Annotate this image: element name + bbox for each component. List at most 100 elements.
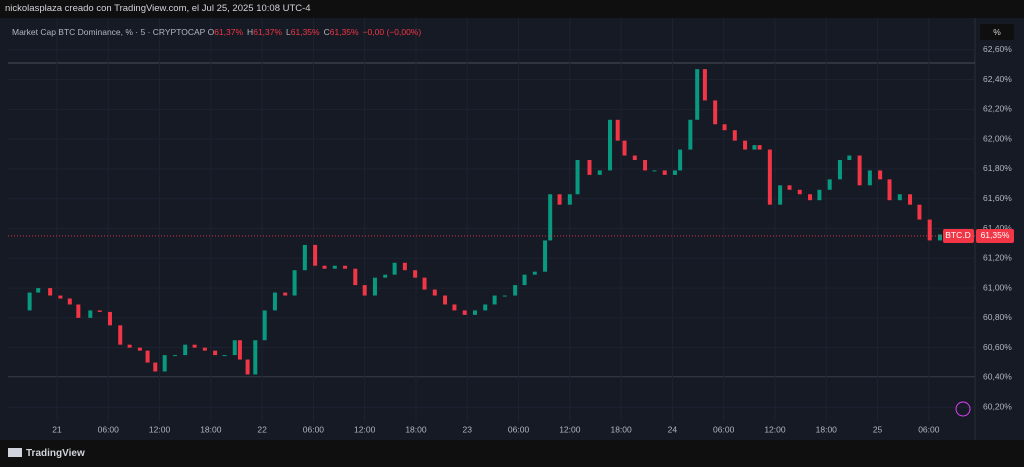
candle-body <box>492 295 497 305</box>
candle-body <box>937 234 942 241</box>
candle-body <box>313 244 318 266</box>
candle-body <box>767 149 772 205</box>
ohlc-key: L <box>286 27 291 37</box>
x-tick-label: 23 <box>463 424 473 434</box>
alert-icon[interactable] <box>955 401 971 417</box>
candle-body <box>302 244 307 271</box>
candle-body <box>392 262 397 275</box>
candle-body <box>532 271 537 275</box>
ohlc-key: O <box>207 27 215 37</box>
x-tick-label: 25 <box>873 424 883 434</box>
candle-body <box>48 288 53 296</box>
candle-body <box>548 194 553 241</box>
candle-body <box>643 160 648 171</box>
candle-body <box>857 155 862 186</box>
candle-body <box>402 262 407 271</box>
candle-body <box>97 310 102 312</box>
candle-body <box>27 292 32 311</box>
candle-body <box>272 292 277 311</box>
candle-body <box>183 344 188 356</box>
candle-body <box>153 362 158 372</box>
candle-body <box>332 265 337 269</box>
candle-body <box>608 119 613 171</box>
y-tick-label: 61,00% <box>983 282 1012 292</box>
y-tick-label: 60,60% <box>983 342 1012 352</box>
candle-body <box>172 355 177 357</box>
y-tick-label: 62,20% <box>983 104 1012 114</box>
candle-body <box>262 310 267 341</box>
candle-body <box>867 170 872 186</box>
y-tick-label: 61,20% <box>983 253 1012 263</box>
candle-body <box>678 149 683 171</box>
candle-body <box>362 285 367 296</box>
legend: Market Cap BTC Dominance, % · 5 · CRYPTO… <box>12 27 421 37</box>
y-tick-label: 60,80% <box>983 312 1012 322</box>
y-tick-label: 60,40% <box>983 372 1012 382</box>
x-tick-label: 06:00 <box>98 424 120 434</box>
candle-body <box>557 194 562 205</box>
x-tick-label: 24 <box>668 424 678 434</box>
price-tag-label: 61,35% <box>981 230 1010 240</box>
candle-body <box>137 347 142 351</box>
caption: nickolasplaza creado con TradingView.com… <box>5 3 311 14</box>
candle-body <box>522 274 527 286</box>
candle-body <box>253 340 258 375</box>
ohlc-key: H <box>247 27 254 37</box>
y-tick-label: 60,20% <box>983 401 1012 411</box>
candle-body <box>808 194 813 201</box>
candle-body <box>322 265 327 269</box>
candle-body <box>797 189 802 195</box>
symbol-tag <box>943 228 974 243</box>
candle-body <box>513 285 518 296</box>
x-tick-label: 12:00 <box>764 424 786 434</box>
candle-body <box>887 179 892 201</box>
candle-body <box>245 359 250 375</box>
candle-body <box>443 295 448 305</box>
scale-button[interactable]: % <box>980 24 1014 40</box>
candle-body <box>757 145 762 150</box>
candle-body <box>232 340 237 356</box>
y-tick-label: 61,60% <box>983 193 1012 203</box>
candle-body <box>202 347 207 351</box>
x-tick-label: 21 <box>52 424 62 434</box>
x-tick-label: 06:00 <box>508 424 530 434</box>
candle-body <box>897 194 902 201</box>
candle-body <box>292 270 297 296</box>
candle-body <box>353 268 358 286</box>
candle-body <box>145 350 150 363</box>
candle-body <box>632 155 637 160</box>
candle-body <box>695 69 700 120</box>
x-tick-label: 06:00 <box>918 424 940 434</box>
x-tick-label: 18:00 <box>405 424 427 434</box>
candle-body <box>127 344 132 348</box>
x-tick-label: 06:00 <box>303 424 325 434</box>
candle-body <box>752 145 757 150</box>
candle-body <box>652 170 657 172</box>
ohlc-value: 61,35% <box>329 27 359 37</box>
candle-body <box>597 170 602 175</box>
change: −0,00 (−0,00%) <box>362 27 422 37</box>
candle-body <box>118 325 123 345</box>
candle-body <box>837 160 842 180</box>
candle-body <box>36 288 41 293</box>
candle-body <box>878 170 883 180</box>
ohlc-value: 61,37% <box>253 27 283 37</box>
candle-body <box>732 130 737 141</box>
symbol-tag-label: BTC.D <box>945 230 971 240</box>
y-tick-label: 62,00% <box>983 133 1012 143</box>
candle-body <box>743 140 748 150</box>
candle-body <box>778 185 783 205</box>
x-tick-label: 18:00 <box>816 424 838 434</box>
candle-body <box>672 170 677 175</box>
footer-logo: TradingView <box>26 448 85 459</box>
candle-body <box>927 219 932 241</box>
candle-body <box>502 295 507 297</box>
ohlc-value: 61,35% <box>290 27 320 37</box>
candle-body <box>383 274 388 278</box>
candle-body <box>462 310 467 315</box>
y-tick-label: 61,40% <box>983 223 1012 233</box>
candle-body <box>283 292 288 296</box>
candle-body <box>787 185 792 190</box>
candle-body <box>817 189 822 201</box>
